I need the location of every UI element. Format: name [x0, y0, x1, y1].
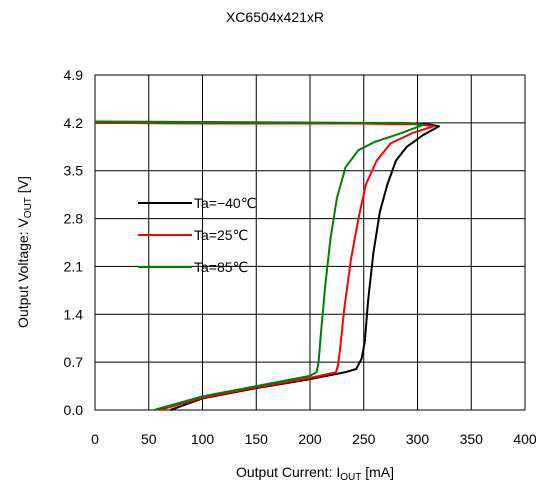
x-tick-label: 400 — [513, 431, 537, 447]
legend-label: Ta=85℃ — [194, 259, 248, 275]
y-tick-label: 2.8 — [64, 211, 84, 227]
chart-grid — [94, 74, 526, 411]
series-line — [94, 120, 424, 411]
y-tick-label: 2.1 — [64, 258, 84, 274]
x-tick-label: 200 — [298, 431, 322, 447]
series-line — [94, 121, 440, 411]
x-axis-label: Output Current: IOUT [mA] — [236, 464, 394, 483]
x-tick-label: 250 — [352, 431, 376, 447]
x-tick-label: 50 — [141, 431, 157, 447]
y-tick-label: 0.7 — [64, 354, 84, 370]
legend-label: Ta=25℃ — [194, 227, 248, 243]
plot-frame — [94, 74, 526, 411]
y-tick-label: 4.9 — [64, 67, 84, 83]
y-tick-labels: 0.0 0.7 1.4 2.1 2.8 3.5 4.2 4.9 — [64, 67, 84, 418]
y-tick-label: 0.0 — [64, 402, 84, 418]
y-tick-label: 3.5 — [64, 163, 84, 179]
x-tick-label: 150 — [245, 431, 269, 447]
y-axis-label: Output Voltage: VOUT [V] — [15, 176, 34, 328]
legend-label: Ta=−40℃ — [194, 195, 256, 211]
x-tick-label: 350 — [460, 431, 484, 447]
y-tick-label: 4.2 — [64, 115, 84, 131]
chart-legend: Ta=−40℃ Ta=25℃ Ta=85℃ — [138, 195, 256, 275]
x-tick-label: 300 — [406, 431, 430, 447]
y-tick-label: 1.4 — [64, 306, 84, 322]
x-tick-label: 0 — [91, 431, 99, 447]
chart-series — [94, 120, 440, 411]
x-tick-label: 100 — [191, 431, 215, 447]
chart-title: XC6504x421xR — [226, 9, 324, 25]
x-tick-labels: 0 50 100 150 200 250 300 350 400 — [91, 431, 537, 447]
